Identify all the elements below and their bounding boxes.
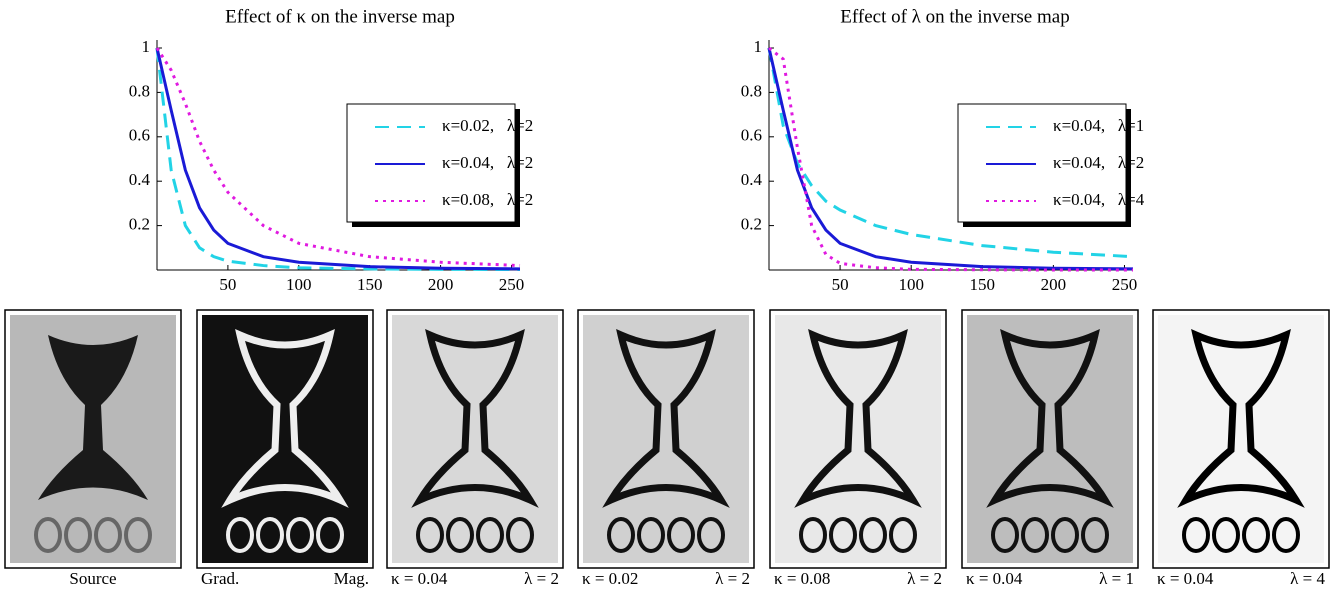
panel-caption: κ = 0.02 bbox=[582, 569, 638, 588]
image bbox=[1158, 315, 1324, 563]
panel-caption: κ = 0.04 bbox=[391, 569, 448, 588]
legend-label: κ=0.02, λ=2 bbox=[442, 116, 533, 135]
sulcus bbox=[859, 517, 887, 553]
ventricle-shape bbox=[38, 335, 148, 500]
panel-caption: λ = 4 bbox=[1290, 569, 1325, 588]
legend-label: κ=0.04, λ=4 bbox=[1053, 190, 1145, 209]
ventricle-shape bbox=[221, 328, 349, 508]
sulcus bbox=[64, 517, 92, 553]
legend-label: κ=0.08, λ=2 bbox=[442, 190, 533, 209]
sulcus bbox=[637, 517, 665, 553]
sulcus bbox=[1081, 517, 1109, 553]
x-tick-label: 100 bbox=[286, 275, 312, 294]
line-series bbox=[155, 47, 521, 268]
y-tick-label: 0.2 bbox=[741, 215, 762, 234]
y-tick-label: 0.8 bbox=[129, 81, 150, 100]
image bbox=[392, 315, 558, 563]
y-tick-label: 0.6 bbox=[129, 126, 150, 145]
panel-caption: κ = 0.08 bbox=[774, 569, 830, 588]
y-tick-label: 0.4 bbox=[741, 170, 763, 189]
sulcus bbox=[226, 517, 254, 553]
sulcus bbox=[1182, 517, 1210, 553]
sulcus bbox=[829, 517, 857, 553]
image bbox=[775, 315, 941, 563]
sulcus bbox=[889, 517, 917, 553]
y-tick-label: 1 bbox=[142, 37, 151, 56]
line-series bbox=[767, 47, 1134, 271]
panel-caption: λ = 2 bbox=[715, 569, 750, 588]
image bbox=[583, 315, 749, 563]
panel-caption: Grad. bbox=[201, 569, 239, 588]
legend-label: κ=0.04, λ=2 bbox=[442, 153, 533, 172]
legend-label: κ=0.04, λ=2 bbox=[1053, 153, 1144, 172]
sulcus bbox=[1272, 517, 1300, 553]
x-tick-label: 200 bbox=[428, 275, 454, 294]
sulcus bbox=[446, 517, 474, 553]
x-tick-label: 250 bbox=[1112, 275, 1138, 294]
ventricle-shape bbox=[602, 328, 730, 508]
ventricle-shape bbox=[1177, 328, 1305, 508]
panel-caption: λ = 2 bbox=[524, 569, 559, 588]
sulcus bbox=[697, 517, 725, 553]
panel-caption: Source bbox=[69, 569, 116, 588]
sulcus bbox=[506, 517, 534, 553]
line-series bbox=[768, 46, 1133, 272]
sulcus bbox=[1021, 517, 1049, 553]
x-tick-label: 50 bbox=[219, 275, 236, 294]
chart-title: Effect of κ on the inverse map bbox=[225, 6, 455, 27]
y-tick-label: 0.8 bbox=[741, 81, 762, 100]
sulcus bbox=[124, 517, 152, 553]
sulcus bbox=[256, 517, 284, 553]
sulcus bbox=[34, 517, 62, 553]
sulcus bbox=[1242, 517, 1270, 553]
ventricle-shape bbox=[411, 328, 539, 508]
line-series bbox=[155, 47, 521, 271]
x-tick-label: 50 bbox=[832, 275, 849, 294]
ventricle-shape bbox=[794, 328, 922, 508]
y-tick-label: 1 bbox=[754, 37, 763, 56]
line-series bbox=[155, 47, 521, 272]
x-tick-label: 200 bbox=[1041, 275, 1067, 294]
y-tick-label: 0.4 bbox=[129, 170, 151, 189]
sulcus bbox=[316, 517, 344, 553]
panel-caption: κ = 0.04 bbox=[1157, 569, 1214, 588]
sulcus bbox=[1212, 517, 1240, 553]
sulcus bbox=[667, 517, 695, 553]
image bbox=[202, 315, 368, 563]
sulcus bbox=[1051, 517, 1079, 553]
panel-caption: Mag. bbox=[334, 569, 369, 588]
panel-caption: κ = 0.04 bbox=[966, 569, 1023, 588]
panel-caption: λ = 1 bbox=[1099, 569, 1134, 588]
sulcus bbox=[991, 517, 1019, 553]
legend-label: κ=0.04, λ=1 bbox=[1053, 116, 1144, 135]
sulcus bbox=[607, 517, 635, 553]
sulcus bbox=[94, 517, 122, 553]
x-tick-label: 150 bbox=[970, 275, 996, 294]
sulcus bbox=[416, 517, 444, 553]
sulcus bbox=[799, 517, 827, 553]
image bbox=[967, 315, 1133, 563]
y-tick-label: 0.6 bbox=[741, 126, 762, 145]
x-tick-label: 100 bbox=[898, 275, 924, 294]
x-tick-label: 250 bbox=[499, 275, 525, 294]
panel-caption: λ = 2 bbox=[907, 569, 942, 588]
y-tick-label: 0.2 bbox=[129, 215, 150, 234]
sulcus bbox=[286, 517, 314, 553]
ventricle-shape bbox=[986, 328, 1114, 508]
x-tick-label: 150 bbox=[357, 275, 383, 294]
sulcus bbox=[476, 517, 504, 553]
chart-title: Effect of λ on the inverse map bbox=[840, 6, 1069, 27]
line-series bbox=[767, 47, 1134, 259]
